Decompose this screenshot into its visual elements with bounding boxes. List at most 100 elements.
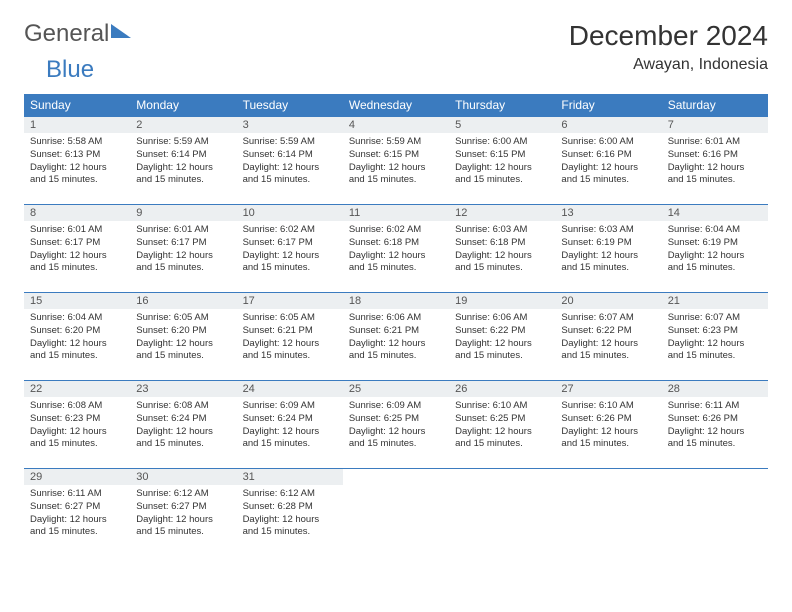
calendar-day-cell: 7Sunrise: 6:01 AMSunset: 6:16 PMDaylight… — [662, 117, 768, 205]
calendar-day-cell — [343, 469, 449, 557]
day-body: Sunrise: 6:10 AMSunset: 6:25 PMDaylight:… — [449, 397, 555, 455]
day-number: 17 — [237, 293, 343, 309]
location: Awayan, Indonesia — [569, 56, 768, 74]
day-number: 13 — [555, 205, 661, 221]
day-body: Sunrise: 6:03 AMSunset: 6:19 PMDaylight:… — [555, 221, 661, 279]
day-number: 19 — [449, 293, 555, 309]
day-number: 12 — [449, 205, 555, 221]
calendar-day-cell: 14Sunrise: 6:04 AMSunset: 6:19 PMDayligh… — [662, 205, 768, 293]
title-block: December 2024 Awayan, Indonesia — [569, 20, 768, 74]
weekday-header: Sunday — [24, 94, 130, 117]
calendar-week-row: 1Sunrise: 5:58 AMSunset: 6:13 PMDaylight… — [24, 117, 768, 205]
calendar-day-cell: 4Sunrise: 5:59 AMSunset: 6:15 PMDaylight… — [343, 117, 449, 205]
calendar-day-cell: 23Sunrise: 6:08 AMSunset: 6:24 PMDayligh… — [130, 381, 236, 469]
day-body: Sunrise: 6:11 AMSunset: 6:26 PMDaylight:… — [662, 397, 768, 455]
day-number: 18 — [343, 293, 449, 309]
day-number: 11 — [343, 205, 449, 221]
weekday-header: Wednesday — [343, 94, 449, 117]
day-body: Sunrise: 6:12 AMSunset: 6:27 PMDaylight:… — [130, 485, 236, 543]
calendar-day-cell: 12Sunrise: 6:03 AMSunset: 6:18 PMDayligh… — [449, 205, 555, 293]
calendar-day-cell: 18Sunrise: 6:06 AMSunset: 6:21 PMDayligh… — [343, 293, 449, 381]
calendar-day-cell: 15Sunrise: 6:04 AMSunset: 6:20 PMDayligh… — [24, 293, 130, 381]
logo-text-blue: Blue — [46, 56, 94, 83]
day-number: 23 — [130, 381, 236, 397]
day-number: 3 — [237, 117, 343, 133]
day-number: 31 — [237, 469, 343, 485]
calendar-table: SundayMondayTuesdayWednesdayThursdayFrid… — [24, 94, 768, 557]
weekday-header: Friday — [555, 94, 661, 117]
calendar-header-row: SundayMondayTuesdayWednesdayThursdayFrid… — [24, 94, 768, 117]
day-number: 8 — [24, 205, 130, 221]
month-title: December 2024 — [569, 20, 768, 52]
calendar-day-cell: 31Sunrise: 6:12 AMSunset: 6:28 PMDayligh… — [237, 469, 343, 557]
day-body: Sunrise: 6:01 AMSunset: 6:16 PMDaylight:… — [662, 133, 768, 191]
calendar-day-cell: 27Sunrise: 6:10 AMSunset: 6:26 PMDayligh… — [555, 381, 661, 469]
day-number: 1 — [24, 117, 130, 133]
calendar-day-cell: 5Sunrise: 6:00 AMSunset: 6:15 PMDaylight… — [449, 117, 555, 205]
day-number: 22 — [24, 381, 130, 397]
day-number: 30 — [130, 469, 236, 485]
day-body: Sunrise: 6:02 AMSunset: 6:17 PMDaylight:… — [237, 221, 343, 279]
calendar-day-cell — [555, 469, 661, 557]
day-number: 29 — [24, 469, 130, 485]
calendar-day-cell: 16Sunrise: 6:05 AMSunset: 6:20 PMDayligh… — [130, 293, 236, 381]
day-body: Sunrise: 6:03 AMSunset: 6:18 PMDaylight:… — [449, 221, 555, 279]
calendar-day-cell — [449, 469, 555, 557]
weekday-header: Thursday — [449, 94, 555, 117]
day-body: Sunrise: 6:07 AMSunset: 6:23 PMDaylight:… — [662, 309, 768, 367]
day-body: Sunrise: 6:04 AMSunset: 6:19 PMDaylight:… — [662, 221, 768, 279]
day-body: Sunrise: 6:01 AMSunset: 6:17 PMDaylight:… — [24, 221, 130, 279]
day-number: 15 — [24, 293, 130, 309]
day-body: Sunrise: 6:10 AMSunset: 6:26 PMDaylight:… — [555, 397, 661, 455]
calendar-day-cell: 10Sunrise: 6:02 AMSunset: 6:17 PMDayligh… — [237, 205, 343, 293]
logo-triangle-icon — [111, 24, 131, 38]
day-number: 9 — [130, 205, 236, 221]
day-number: 24 — [237, 381, 343, 397]
day-body: Sunrise: 6:12 AMSunset: 6:28 PMDaylight:… — [237, 485, 343, 543]
weekday-header: Tuesday — [237, 94, 343, 117]
day-body: Sunrise: 6:06 AMSunset: 6:22 PMDaylight:… — [449, 309, 555, 367]
calendar-day-cell: 24Sunrise: 6:09 AMSunset: 6:24 PMDayligh… — [237, 381, 343, 469]
calendar-day-cell: 25Sunrise: 6:09 AMSunset: 6:25 PMDayligh… — [343, 381, 449, 469]
day-body: Sunrise: 6:09 AMSunset: 6:25 PMDaylight:… — [343, 397, 449, 455]
day-body: Sunrise: 6:00 AMSunset: 6:15 PMDaylight:… — [449, 133, 555, 191]
day-body: Sunrise: 6:09 AMSunset: 6:24 PMDaylight:… — [237, 397, 343, 455]
day-body: Sunrise: 6:05 AMSunset: 6:20 PMDaylight:… — [130, 309, 236, 367]
day-number: 28 — [662, 381, 768, 397]
weekday-header: Monday — [130, 94, 236, 117]
day-number: 4 — [343, 117, 449, 133]
day-number: 16 — [130, 293, 236, 309]
day-body: Sunrise: 6:07 AMSunset: 6:22 PMDaylight:… — [555, 309, 661, 367]
calendar-day-cell: 29Sunrise: 6:11 AMSunset: 6:27 PMDayligh… — [24, 469, 130, 557]
calendar-body: 1Sunrise: 5:58 AMSunset: 6:13 PMDaylight… — [24, 117, 768, 557]
day-number: 10 — [237, 205, 343, 221]
calendar-day-cell: 1Sunrise: 5:58 AMSunset: 6:13 PMDaylight… — [24, 117, 130, 205]
calendar-week-row: 22Sunrise: 6:08 AMSunset: 6:23 PMDayligh… — [24, 381, 768, 469]
weekday-header: Saturday — [662, 94, 768, 117]
calendar-day-cell: 11Sunrise: 6:02 AMSunset: 6:18 PMDayligh… — [343, 205, 449, 293]
day-body: Sunrise: 6:00 AMSunset: 6:16 PMDaylight:… — [555, 133, 661, 191]
day-body: Sunrise: 5:59 AMSunset: 6:14 PMDaylight:… — [237, 133, 343, 191]
calendar-week-row: 8Sunrise: 6:01 AMSunset: 6:17 PMDaylight… — [24, 205, 768, 293]
day-body: Sunrise: 6:06 AMSunset: 6:21 PMDaylight:… — [343, 309, 449, 367]
day-body: Sunrise: 5:58 AMSunset: 6:13 PMDaylight:… — [24, 133, 130, 191]
calendar-day-cell: 20Sunrise: 6:07 AMSunset: 6:22 PMDayligh… — [555, 293, 661, 381]
calendar-day-cell: 3Sunrise: 5:59 AMSunset: 6:14 PMDaylight… — [237, 117, 343, 205]
calendar-day-cell: 30Sunrise: 6:12 AMSunset: 6:27 PMDayligh… — [130, 469, 236, 557]
day-body: Sunrise: 6:01 AMSunset: 6:17 PMDaylight:… — [130, 221, 236, 279]
calendar-day-cell: 26Sunrise: 6:10 AMSunset: 6:25 PMDayligh… — [449, 381, 555, 469]
day-number: 5 — [449, 117, 555, 133]
logo: General — [24, 20, 131, 48]
day-body: Sunrise: 6:02 AMSunset: 6:18 PMDaylight:… — [343, 221, 449, 279]
logo-text-general: General — [24, 20, 109, 48]
day-number: 14 — [662, 205, 768, 221]
day-number: 2 — [130, 117, 236, 133]
calendar-day-cell: 22Sunrise: 6:08 AMSunset: 6:23 PMDayligh… — [24, 381, 130, 469]
calendar-day-cell: 9Sunrise: 6:01 AMSunset: 6:17 PMDaylight… — [130, 205, 236, 293]
calendar-day-cell: 13Sunrise: 6:03 AMSunset: 6:19 PMDayligh… — [555, 205, 661, 293]
calendar-week-row: 15Sunrise: 6:04 AMSunset: 6:20 PMDayligh… — [24, 293, 768, 381]
calendar-day-cell: 8Sunrise: 6:01 AMSunset: 6:17 PMDaylight… — [24, 205, 130, 293]
calendar-day-cell: 21Sunrise: 6:07 AMSunset: 6:23 PMDayligh… — [662, 293, 768, 381]
day-body: Sunrise: 6:11 AMSunset: 6:27 PMDaylight:… — [24, 485, 130, 543]
calendar-week-row: 29Sunrise: 6:11 AMSunset: 6:27 PMDayligh… — [24, 469, 768, 557]
